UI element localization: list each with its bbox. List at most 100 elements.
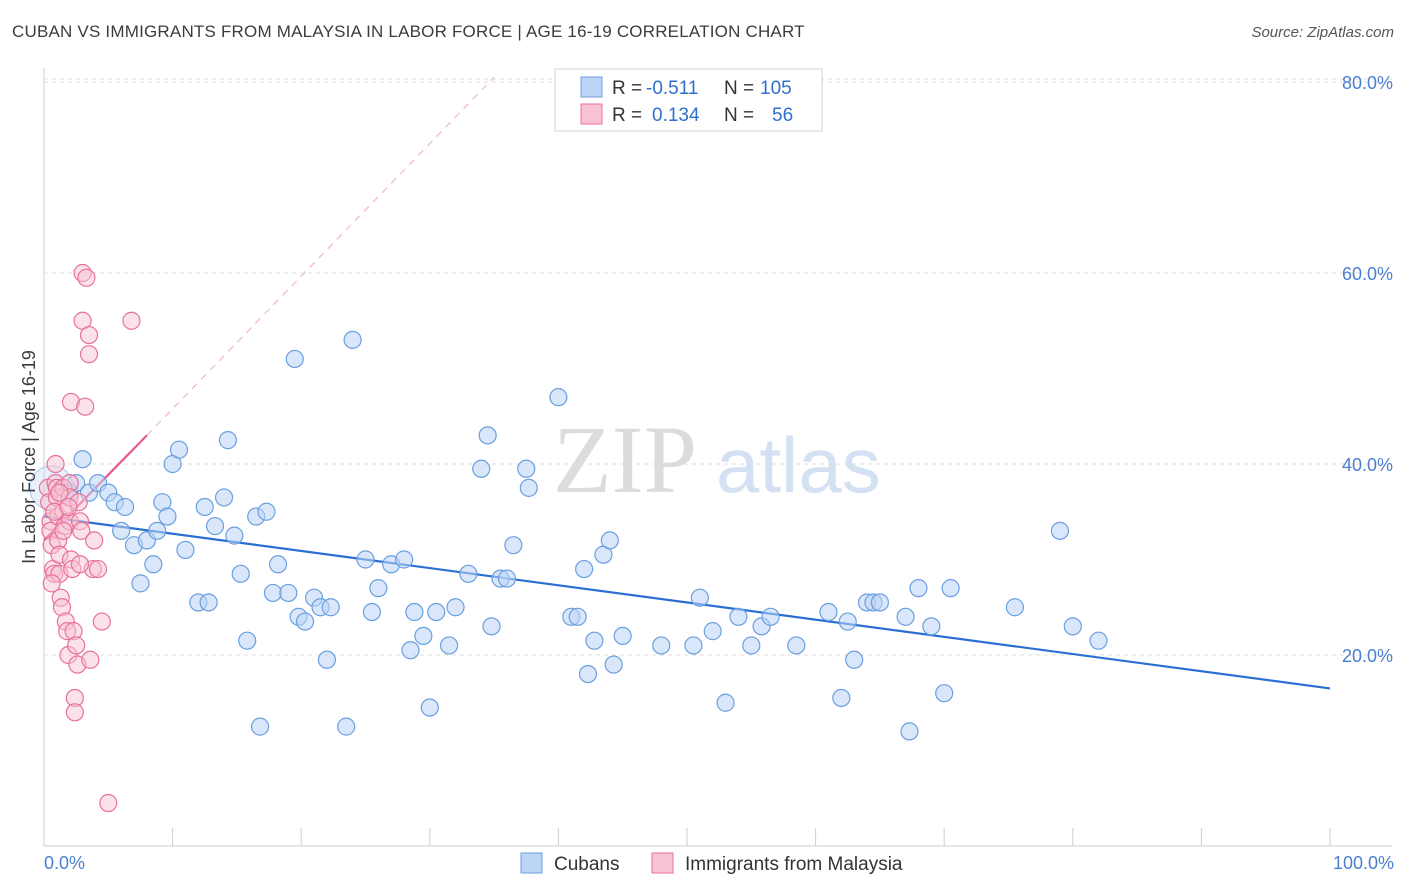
- point-cubans-62: [504, 536, 523, 555]
- point-cubans-19: [176, 540, 195, 560]
- point-malaysia-43: [81, 650, 100, 669]
- point-cubans-51: [414, 626, 433, 646]
- y-tick-label-40: 40.0%: [1342, 455, 1393, 475]
- point-cubans-32: [263, 583, 283, 603]
- point-cubans-35: [285, 349, 304, 369]
- point-cubans-96: [935, 684, 954, 703]
- point-cubans-14: [148, 521, 167, 540]
- point-cubans-44: [356, 550, 375, 569]
- point-cubans-98: [1005, 598, 1025, 617]
- point-cubans-46: [369, 579, 388, 598]
- point-cubans-65: [549, 388, 568, 407]
- point-cubans-3: [73, 450, 92, 469]
- point-malaysia-40: [77, 268, 96, 287]
- point-cubans-25: [218, 431, 237, 450]
- point-cubans-49: [401, 641, 420, 660]
- legend-n-value-1: 105: [760, 78, 792, 99]
- y-tick-labels: 20.0% 40.0% 60.0% 80.0%: [1342, 73, 1393, 666]
- point-cubans-8: [112, 521, 131, 540]
- bottom-legend-swatch-malaysia: [651, 852, 674, 874]
- point-cubans-43: [343, 330, 362, 349]
- point-cubans-84: [787, 636, 806, 655]
- point-cubans-67: [568, 607, 587, 626]
- point-cubans-30: [250, 717, 270, 736]
- point-cubans-85: [819, 602, 838, 622]
- point-cubans-88: [845, 650, 864, 669]
- point-cubans-42: [337, 717, 356, 736]
- point-cubans-56: [459, 564, 478, 583]
- y-tick-label-60: 60.0%: [1342, 264, 1393, 284]
- watermark-atlas: atlas: [716, 421, 881, 509]
- point-cubans-86: [832, 688, 851, 708]
- point-cubans-73: [604, 655, 623, 674]
- point-malaysia-32: [67, 636, 86, 655]
- point-cubans-79: [716, 693, 735, 712]
- legend-n-label-1: N =: [724, 78, 754, 99]
- point-cubans-23: [205, 516, 225, 536]
- point-cubans-18: [169, 440, 189, 459]
- point-cubans-13: [144, 555, 163, 574]
- point-cubans-97: [941, 579, 960, 598]
- point-cubans-34: [279, 583, 298, 603]
- point-cubans-101: [1089, 631, 1108, 650]
- point-cubans-72: [600, 531, 619, 550]
- point-cubans-28: [238, 631, 257, 650]
- point-malaysia-55: [59, 497, 78, 517]
- point-malaysia-51: [50, 483, 69, 502]
- legend-n-label-2: N =: [724, 105, 754, 126]
- point-malaysia-48: [99, 793, 118, 813]
- data-points: [29, 263, 1108, 813]
- point-cubans-45: [362, 602, 382, 622]
- trend-line-cubans: [43, 515, 1331, 690]
- point-cubans-53: [427, 602, 446, 622]
- point-cubans-59: [482, 617, 501, 636]
- point-malaysia-45: [85, 531, 104, 550]
- point-cubans-11: [131, 574, 150, 593]
- point-malaysia-54: [122, 311, 141, 330]
- point-cubans-16: [158, 507, 177, 526]
- point-cubans-41: [321, 598, 340, 617]
- point-cubans-93: [900, 722, 919, 741]
- x-tick-label-min: 0.0%: [44, 853, 85, 873]
- point-malaysia-7: [46, 454, 65, 474]
- point-malaysia-31: [65, 703, 84, 722]
- point-cubans-33: [268, 555, 288, 574]
- point-cubans-81: [742, 636, 761, 655]
- point-malaysia-53: [70, 555, 90, 574]
- x-tick-label-max: 100.0%: [1333, 853, 1394, 873]
- point-cubans-37: [295, 612, 315, 631]
- point-cubans-91: [870, 593, 890, 612]
- y-tick-label-80: 80.0%: [1342, 73, 1393, 93]
- point-cubans-55: [446, 598, 465, 617]
- point-cubans-78: [703, 622, 722, 641]
- bottom-legend-label-cubans: Cubans: [554, 854, 620, 875]
- point-malaysia-36: [72, 521, 91, 540]
- correlation-legend: R = -0.511 N = 105 R = 0.134 N = 56: [554, 68, 823, 132]
- point-cubans-99: [1050, 521, 1070, 540]
- point-cubans-63: [517, 459, 536, 478]
- point-cubans-69: [578, 664, 598, 684]
- point-cubans-40: [317, 650, 337, 669]
- bottom-legend-label-malaysia: Immigrants from Malaysia: [685, 854, 903, 875]
- watermark-zip: ZIP: [553, 406, 697, 513]
- point-cubans-83: [761, 607, 780, 626]
- legend-r-value-2: 0.134: [652, 105, 700, 126]
- point-cubans-68: [575, 559, 594, 579]
- legend-r-value-1: -0.511: [646, 78, 698, 99]
- point-cubans-26: [225, 526, 244, 545]
- point-cubans-75: [652, 636, 671, 655]
- point-cubans-94: [909, 579, 928, 598]
- point-cubans-9: [115, 497, 135, 517]
- point-cubans-100: [1063, 617, 1082, 636]
- bottom-legend-swatch-cubans: [520, 852, 543, 874]
- point-cubans-22: [199, 593, 218, 612]
- point-cubans-70: [585, 631, 604, 650]
- watermark: ZIP atlas: [553, 406, 881, 513]
- point-cubans-57: [472, 459, 491, 478]
- point-cubans-61: [497, 569, 517, 588]
- point-cubans-76: [684, 636, 703, 655]
- axes: [43, 68, 1392, 847]
- point-cubans-31: [257, 502, 276, 521]
- point-cubans-21: [195, 497, 214, 517]
